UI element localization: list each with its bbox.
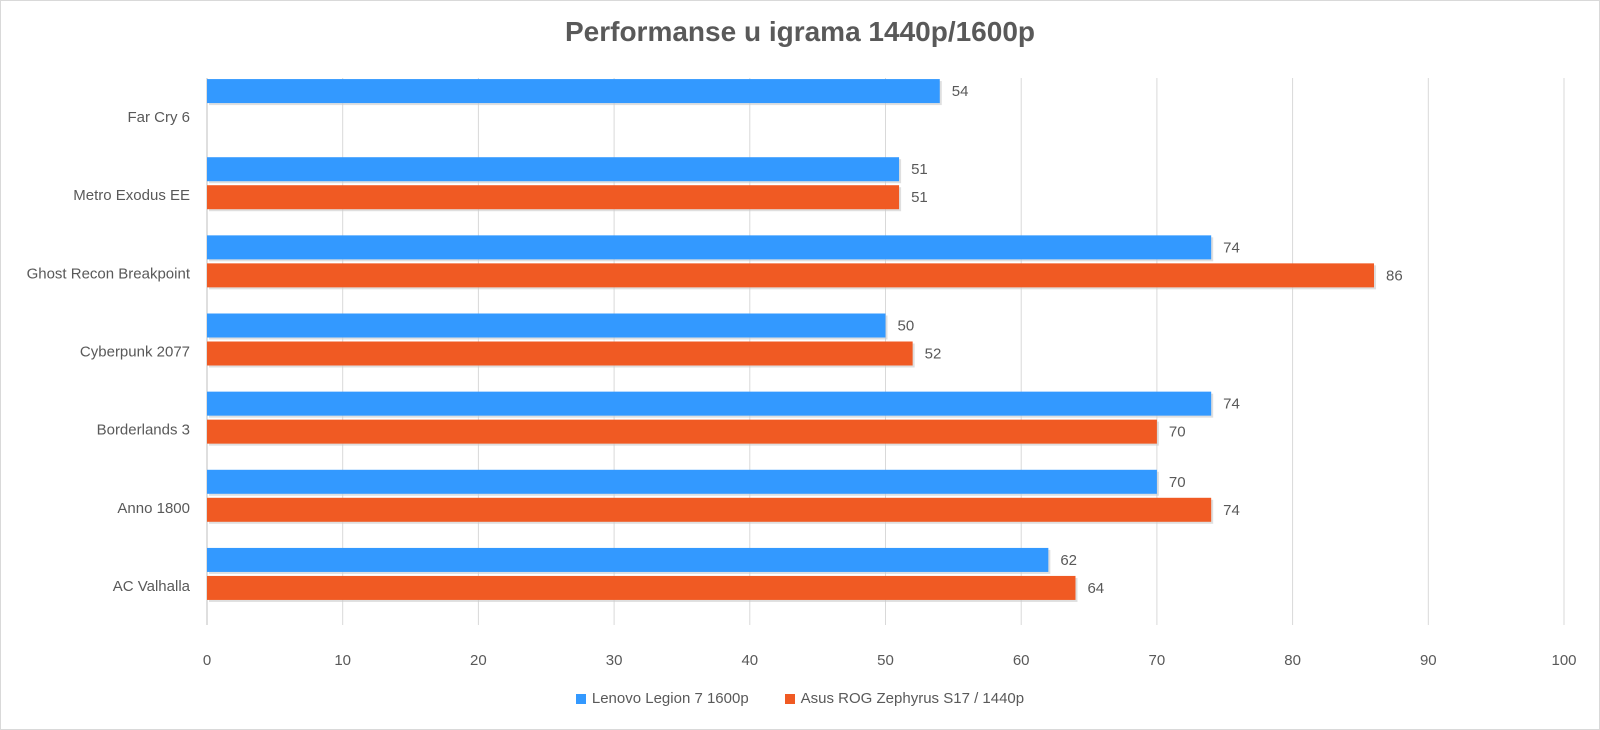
category-label: Borderlands 3 — [97, 422, 190, 439]
bar — [207, 157, 900, 182]
data-label: 74 — [1223, 396, 1240, 413]
bar — [207, 547, 1049, 572]
data-label: 54 — [952, 83, 969, 100]
x-tick-label: 10 — [334, 652, 351, 669]
category-label: Anno 1800 — [117, 500, 190, 517]
x-tick-label: 90 — [1420, 652, 1437, 669]
data-label: 51 — [911, 161, 928, 178]
category-label: Cyberpunk 2077 — [80, 344, 190, 361]
bar — [207, 263, 1375, 288]
data-label: 51 — [911, 189, 928, 206]
data-label: 74 — [1223, 502, 1240, 519]
data-label: 50 — [898, 318, 915, 335]
x-tick-label: 30 — [606, 652, 623, 669]
legend-item-asus: Asus ROG Zephyrus S17 / 1440p — [784, 690, 1025, 707]
bar — [207, 185, 900, 210]
chart-title: Performanse u igrama 1440p/1600p — [564, 16, 1035, 47]
x-tick-label: 20 — [470, 652, 487, 669]
bar — [207, 341, 913, 366]
legend: Lenovo Legion 7 1600p Asus ROG Zephyrus … — [0, 690, 1600, 707]
data-label: 74 — [1223, 239, 1240, 256]
legend-label-lenovo: Lenovo Legion 7 1600p — [591, 690, 749, 707]
bar — [207, 79, 940, 104]
bar — [207, 419, 1157, 444]
x-tick-label: 60 — [1013, 652, 1030, 669]
legend-item-lenovo: Lenovo Legion 7 1600p — [575, 690, 749, 707]
data-label: 52 — [925, 346, 942, 363]
x-tick-label: 50 — [877, 652, 894, 669]
bar — [207, 497, 1212, 522]
x-tick-label: 40 — [741, 652, 758, 669]
legend-swatch-asus — [784, 693, 795, 704]
data-label: 64 — [1087, 580, 1104, 597]
legend-swatch-lenovo — [575, 693, 586, 704]
bar — [207, 469, 1157, 494]
legend-label-asus: Asus ROG Zephyrus S17 / 1440p — [800, 690, 1025, 707]
category-label: AC Valhalla — [113, 578, 191, 595]
bar — [207, 575, 1076, 600]
data-label: 62 — [1060, 552, 1077, 569]
bar — [207, 313, 886, 338]
data-label: 70 — [1169, 424, 1186, 441]
data-label: 70 — [1169, 474, 1186, 491]
x-tick-label: 70 — [1149, 652, 1166, 669]
bar — [207, 391, 1212, 416]
data-label: 86 — [1386, 267, 1403, 284]
x-tick-label: 0 — [203, 652, 211, 669]
x-tick-label: 100 — [1551, 652, 1576, 669]
category-label: Far Cry 6 — [127, 109, 190, 126]
x-tick-label: 80 — [1284, 652, 1301, 669]
bar — [207, 235, 1212, 260]
category-label: Ghost Recon Breakpoint — [27, 265, 191, 282]
category-label: Metro Exodus EE — [73, 187, 190, 204]
